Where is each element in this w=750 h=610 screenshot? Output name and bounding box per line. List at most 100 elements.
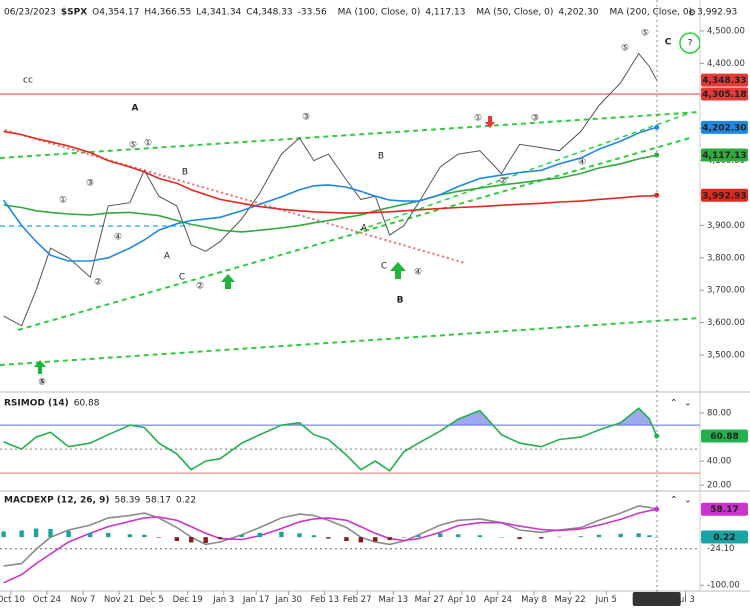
y-tick-label: -100.00 bbox=[707, 581, 740, 591]
x-tick-label: May 8 bbox=[521, 595, 547, 605]
header-text: RSIMOD (14) bbox=[4, 399, 69, 409]
value-label-box bbox=[701, 148, 748, 162]
histogram-bar bbox=[578, 536, 584, 538]
x-tick-label: Dec 5 bbox=[139, 595, 164, 605]
x-tick-label: Oct 24 bbox=[33, 595, 61, 605]
series-line bbox=[3, 154, 657, 233]
wave-label: ? bbox=[688, 39, 693, 49]
x-tick-label: Feb 13 bbox=[310, 595, 339, 605]
expand-icon[interactable]: ⌄ bbox=[684, 399, 692, 409]
series-line bbox=[3, 407, 658, 472]
header-text: MACDEXP (12, 26, 9) bbox=[4, 496, 109, 506]
histogram-bar bbox=[456, 534, 461, 538]
histogram-bar bbox=[311, 535, 317, 538]
y-tick-label: 4,500.00 bbox=[707, 26, 745, 36]
x-tick-label: Jul 3 bbox=[675, 595, 694, 605]
wave-label: ① bbox=[144, 139, 152, 149]
histogram-bar bbox=[239, 534, 244, 538]
value-label-box bbox=[701, 87, 748, 101]
value-label: 4,202.30 bbox=[702, 123, 746, 133]
header-text: 0.22 bbox=[176, 496, 196, 506]
settings-icon[interactable]: ⚙ bbox=[688, 9, 696, 19]
histogram-bar bbox=[297, 533, 302, 538]
histogram-bar bbox=[401, 537, 407, 538]
wave-label: B bbox=[182, 168, 188, 178]
wave-label: ② bbox=[94, 278, 102, 288]
value-label-box bbox=[701, 188, 748, 202]
y-tick-label: 3,500.00 bbox=[707, 351, 745, 361]
histogram-bar bbox=[477, 535, 483, 538]
series-line bbox=[3, 508, 657, 584]
expand-icon[interactable]: ⌄ bbox=[684, 496, 692, 506]
y-tick-label: 3,700.00 bbox=[707, 286, 745, 296]
wave-label: C bbox=[665, 38, 672, 48]
x-tick-label: Jan 3 bbox=[212, 595, 234, 605]
wave-label: C bbox=[381, 262, 387, 272]
wave-label: ④ bbox=[114, 233, 122, 243]
date-label-box bbox=[632, 592, 681, 606]
histogram-bar bbox=[557, 536, 562, 538]
last-point bbox=[654, 506, 660, 512]
histogram-bar bbox=[499, 537, 504, 538]
header-text: MA (200, Close, 0) bbox=[609, 8, 692, 18]
histogram-bar bbox=[539, 537, 544, 539]
last-point bbox=[654, 124, 660, 130]
histogram-bar bbox=[387, 537, 392, 541]
histogram-bar bbox=[33, 528, 39, 538]
wave-label: C bbox=[179, 273, 185, 283]
histogram-bar bbox=[127, 534, 133, 538]
collapse-icon[interactable]: ⌃ bbox=[670, 496, 678, 506]
histogram-bar bbox=[88, 532, 93, 538]
arrow-up bbox=[390, 262, 406, 279]
x-tick-label: Feb 27 bbox=[343, 595, 372, 605]
header-text: 58.39 bbox=[114, 496, 140, 506]
series-line bbox=[2, 126, 657, 262]
value-label-box bbox=[701, 502, 748, 516]
wave-label: ② bbox=[196, 282, 204, 292]
histogram-bar bbox=[517, 537, 522, 540]
x-tick-label: Jan 17 bbox=[242, 595, 270, 605]
header-text: 3,992.93 bbox=[697, 8, 737, 18]
wave-label: ③ bbox=[531, 114, 539, 124]
histogram-bar bbox=[373, 537, 378, 542]
annotation-circle bbox=[679, 32, 700, 54]
wave-label: B bbox=[397, 296, 404, 306]
histogram-bar bbox=[596, 534, 602, 538]
collapse-icon[interactable]: ⌃ bbox=[670, 399, 678, 409]
x-tick-label: Jan 30 bbox=[274, 595, 302, 605]
y-tick-label: 20.00 bbox=[707, 481, 731, 491]
header-text: -33.56 bbox=[298, 8, 327, 18]
wave-label: A bbox=[164, 252, 171, 262]
histogram-bar bbox=[257, 532, 262, 538]
histogram-bar bbox=[618, 533, 623, 538]
y-tick-label: 3,800.00 bbox=[707, 253, 745, 263]
value-label: 60.88 bbox=[710, 432, 738, 442]
header-text: 06/23/2023 bbox=[4, 8, 56, 18]
value-label: 4,305.18 bbox=[702, 90, 746, 100]
x-tick-label: Apr 24 bbox=[484, 595, 512, 605]
wave-label: cc bbox=[23, 76, 33, 86]
x-tick-label: Apr 10 bbox=[448, 595, 476, 605]
histogram-bar bbox=[647, 535, 652, 538]
histogram-bar bbox=[217, 537, 223, 540]
arrow-up bbox=[34, 360, 46, 374]
x-tick-label: May 22 bbox=[555, 595, 586, 605]
histogram-bar bbox=[438, 533, 443, 538]
histogram-bar bbox=[654, 537, 659, 538]
wave-label: ⑤ bbox=[38, 378, 46, 388]
header-text: O4,354.17 bbox=[92, 8, 139, 18]
reference-label: -24.10 bbox=[707, 544, 734, 554]
value-label: 58.17 bbox=[710, 505, 738, 515]
header-text: L4,341.34 bbox=[196, 8, 241, 18]
value-label: 3,992.93 bbox=[702, 191, 746, 201]
histogram-bar bbox=[358, 537, 364, 543]
wave-label: ③ bbox=[86, 179, 94, 189]
x-tick-label: Oct 10 bbox=[0, 595, 25, 605]
window-icons: ⚙ ⌃ ⌄ ⌃ ⌄ bbox=[670, 9, 696, 506]
header-text: H4,366.55 bbox=[144, 8, 191, 18]
histogram-bar bbox=[344, 537, 349, 541]
wave-label: A bbox=[361, 224, 368, 234]
value-label-box bbox=[701, 120, 748, 134]
header-text: C4,348.33 bbox=[246, 8, 292, 18]
